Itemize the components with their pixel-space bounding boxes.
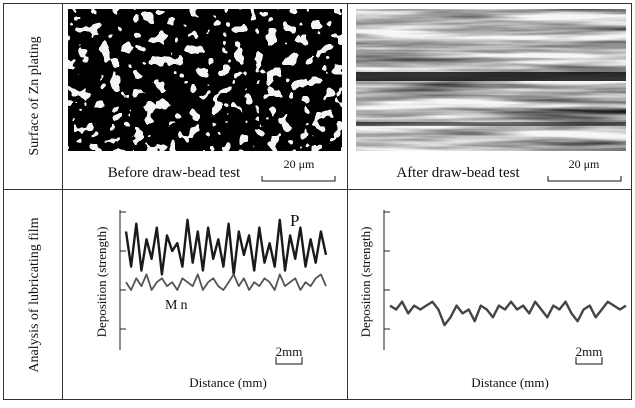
y-axis-label: Deposition (strength) [94,227,109,338]
micrograph-before [68,9,342,151]
caption: Before draw-bead test [108,165,241,181]
scale-label: 2mm [276,344,303,359]
row-header: Surface of Zn plating [27,36,42,155]
data-line [389,300,627,327]
scale-label: 20 μm [569,157,600,171]
scale-bar [575,357,603,365]
scale-bar [261,176,336,182]
data-line [125,273,327,291]
scale-bar [275,357,303,365]
x-axis-label: Distance (mm) [189,375,267,390]
row-header: Analysis of lubricating film [27,217,42,372]
data-line [124,218,328,276]
x-axis-label: Distance (mm) [471,375,549,390]
series-label: Mn [165,298,190,313]
table-border [3,3,632,400]
caption: After draw-bead test [396,165,520,181]
micrograph-after [356,9,626,151]
scale-bar [547,176,622,182]
scale-label: 2mm [576,344,603,359]
series-label: P [290,211,302,230]
scale-label: 20 μm [284,157,315,171]
y-axis-label: Deposition (strength) [358,227,373,338]
